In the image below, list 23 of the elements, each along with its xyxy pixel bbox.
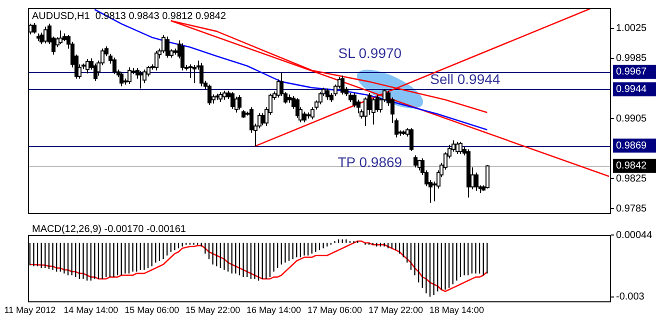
annotation: TP 0.9869 (338, 154, 402, 170)
y-tick-label: -0.003 (616, 292, 645, 303)
x-tick-label: 15 May 22:00 (186, 305, 240, 316)
x-tick-label: 14 May 14:00 (64, 305, 118, 316)
x-tick-label: 17 May 22:00 (368, 305, 423, 316)
x-tick-label: 16 May 14:00 (246, 305, 302, 316)
ref-line-label: 0.9967 (616, 66, 648, 78)
y-tick-label: 0.9825 (616, 173, 648, 184)
chart-title: MACD(12,26,9) -0.00170 -0.00161 (32, 224, 186, 235)
x-tick-label: 17 May 06:00 (307, 305, 362, 316)
annotation: Sell 0.9944 (430, 70, 500, 87)
y-tick-label: 0.00044 (616, 230, 653, 241)
ref-line-label: 0.9944 (616, 84, 648, 95)
y-tick-label: 0.9785 (616, 203, 648, 214)
x-tick-label: 11 May 2012 (4, 305, 56, 316)
ref-line-label: 0.9869 (616, 140, 648, 152)
ref-line-label: 0.9842 (616, 160, 648, 172)
x-tick-label: 15 May 06:00 (124, 305, 180, 316)
y-tick-label: 0.9905 (616, 113, 648, 124)
x-tick-label: 18 May 14:00 (429, 305, 484, 316)
y-tick-label: 0.9985 (616, 53, 648, 64)
y-tick-label: 1.0025 (616, 23, 648, 34)
annotation: SL 0.9970 (338, 44, 402, 61)
